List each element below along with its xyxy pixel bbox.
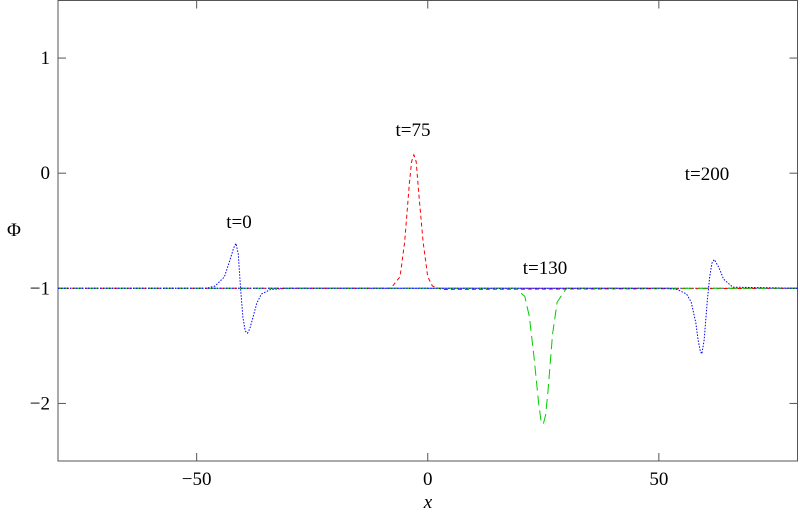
y-tick-label: −1 bbox=[30, 278, 50, 299]
y-tick-label: −2 bbox=[30, 393, 50, 414]
y-tick-label: 1 bbox=[41, 48, 51, 69]
y-tick-label: 0 bbox=[41, 163, 51, 184]
curve-annotation: t=130 bbox=[523, 258, 568, 279]
x-tick-label: 50 bbox=[649, 469, 668, 490]
series-line bbox=[58, 241, 798, 335]
curve-annotation: t=0 bbox=[226, 212, 252, 233]
x-tick-label: −50 bbox=[182, 469, 212, 490]
x-axis-label: x bbox=[423, 492, 433, 513]
series-line bbox=[58, 153, 798, 290]
y-axis-label: Φ bbox=[7, 220, 21, 241]
plot-frame bbox=[57, 0, 798, 462]
curve-annotation: t=75 bbox=[396, 120, 431, 141]
x-tick-label: 0 bbox=[423, 469, 433, 490]
series-line bbox=[58, 287, 798, 426]
curve-annotation: t=200 bbox=[685, 164, 730, 185]
series-line bbox=[58, 258, 798, 356]
